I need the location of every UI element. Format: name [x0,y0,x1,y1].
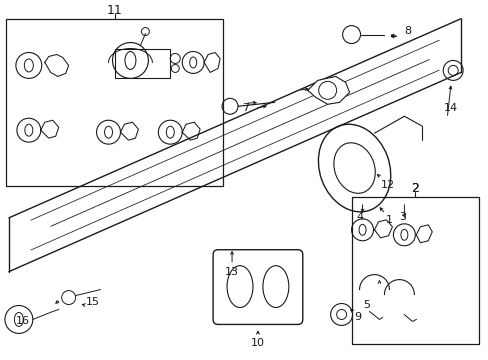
Text: 12: 12 [380,180,394,190]
Text: 4: 4 [355,212,363,222]
Text: 2: 2 [410,183,418,195]
Text: 3: 3 [398,212,405,222]
Text: 1: 1 [385,215,392,225]
Bar [115,49,170,78]
Text: 16: 16 [16,316,30,327]
Text: 13: 13 [224,267,239,276]
FancyBboxPatch shape [213,250,302,324]
Text: 11: 11 [106,4,122,17]
Bar [351,197,478,345]
Text: 6: 6 [337,85,345,95]
Text: 5: 5 [362,300,369,310]
Text: 7: 7 [242,103,249,113]
Text: 10: 10 [250,338,264,348]
Text: 15: 15 [85,297,100,306]
Polygon shape [307,76,349,104]
Text: 9: 9 [353,312,360,323]
Bar [6,19,223,186]
Text: 8: 8 [403,26,410,36]
Text: 2: 2 [410,183,418,195]
Text: 14: 14 [443,103,457,113]
